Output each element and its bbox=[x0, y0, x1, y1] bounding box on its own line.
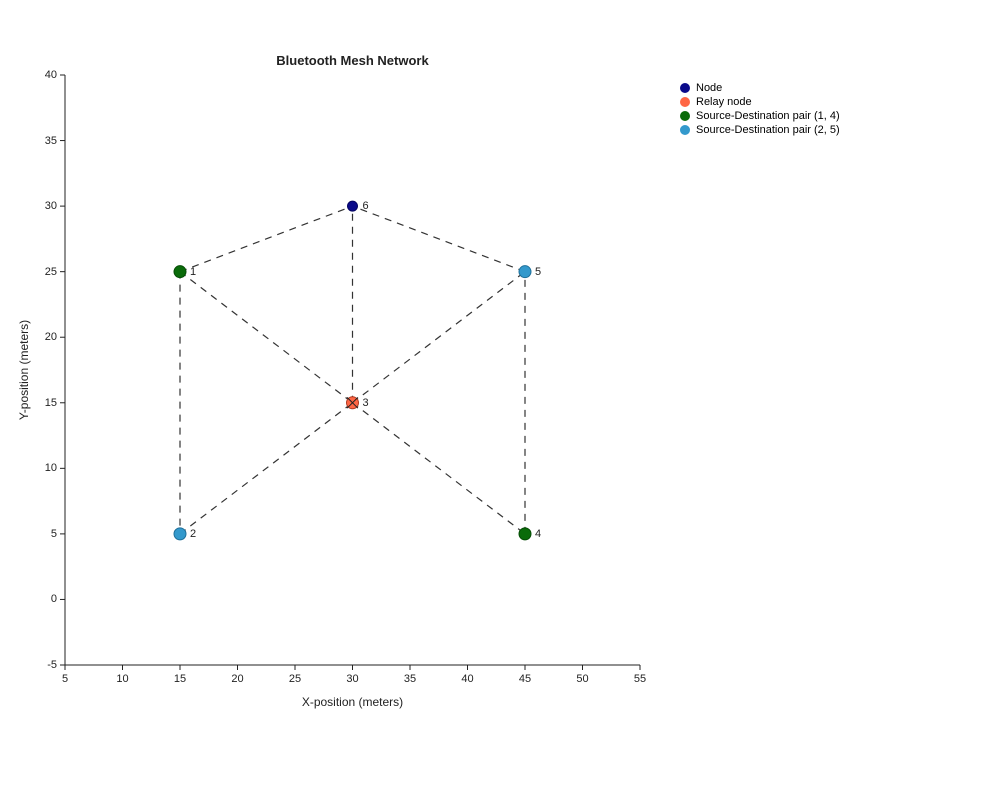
x-tick-label: 35 bbox=[404, 673, 416, 685]
x-axis-label: X-position (meters) bbox=[302, 695, 403, 709]
x-tick-label: 50 bbox=[576, 673, 588, 685]
x-tick-label: 5 bbox=[62, 673, 68, 685]
y-tick-label: -5 bbox=[47, 659, 57, 671]
y-tick-label: 40 bbox=[45, 69, 57, 81]
x-tick-label: 25 bbox=[289, 673, 301, 685]
y-tick-label: 0 bbox=[51, 593, 57, 605]
legend-swatch-icon bbox=[680, 97, 690, 107]
legend-item: Source-Destination pair (1, 4) bbox=[680, 110, 840, 122]
legend-label: Relay node bbox=[696, 96, 752, 108]
x-tick-label: 20 bbox=[231, 673, 243, 685]
y-tick-label: 15 bbox=[45, 397, 57, 409]
x-tick-label: 55 bbox=[634, 673, 646, 685]
mesh-node bbox=[174, 528, 186, 540]
legend-item: Relay node bbox=[680, 96, 840, 108]
y-tick-label: 35 bbox=[45, 135, 57, 147]
legend-label: Node bbox=[696, 82, 722, 94]
node-label: 4 bbox=[535, 528, 541, 540]
x-tick-label: 10 bbox=[116, 673, 128, 685]
mesh-network-chart: Bluetooth Mesh Network X-position (meter… bbox=[0, 0, 1000, 800]
mesh-node bbox=[348, 201, 358, 211]
y-tick-label: 30 bbox=[45, 200, 57, 212]
x-tick-label: 40 bbox=[461, 673, 473, 685]
node-label: 5 bbox=[535, 266, 541, 278]
node-label: 3 bbox=[363, 397, 369, 409]
x-tick-label: 15 bbox=[174, 673, 186, 685]
y-tick-label: 20 bbox=[45, 331, 57, 343]
legend-item: Source-Destination pair (2, 5) bbox=[680, 124, 840, 136]
legend-swatch-icon bbox=[680, 125, 690, 135]
mesh-edge bbox=[353, 206, 526, 272]
legend-label: Source-Destination pair (2, 5) bbox=[696, 124, 840, 136]
y-tick-label: 5 bbox=[51, 528, 57, 540]
mesh-node bbox=[519, 528, 531, 540]
y-tick-label: 10 bbox=[45, 462, 57, 474]
chart-plot-area bbox=[0, 0, 1000, 800]
mesh-edge bbox=[180, 403, 353, 534]
mesh-edge bbox=[353, 272, 526, 403]
legend-item: Node bbox=[680, 82, 840, 94]
mesh-node bbox=[174, 266, 186, 278]
legend-swatch-icon bbox=[680, 83, 690, 93]
y-tick-label: 25 bbox=[45, 266, 57, 278]
mesh-edge bbox=[180, 272, 353, 403]
node-label: 1 bbox=[190, 266, 196, 278]
legend-label: Source-Destination pair (1, 4) bbox=[696, 110, 840, 122]
y-axis-label: Y-position (meters) bbox=[17, 320, 31, 420]
node-label: 2 bbox=[190, 528, 196, 540]
x-tick-label: 45 bbox=[519, 673, 531, 685]
mesh-edge bbox=[353, 403, 526, 534]
mesh-node bbox=[519, 266, 531, 278]
node-label: 6 bbox=[363, 200, 369, 212]
x-tick-label: 30 bbox=[346, 673, 358, 685]
legend: Node Relay node Source-Destination pair (1… bbox=[680, 82, 840, 138]
legend-swatch-icon bbox=[680, 111, 690, 121]
mesh-edge bbox=[180, 206, 353, 272]
